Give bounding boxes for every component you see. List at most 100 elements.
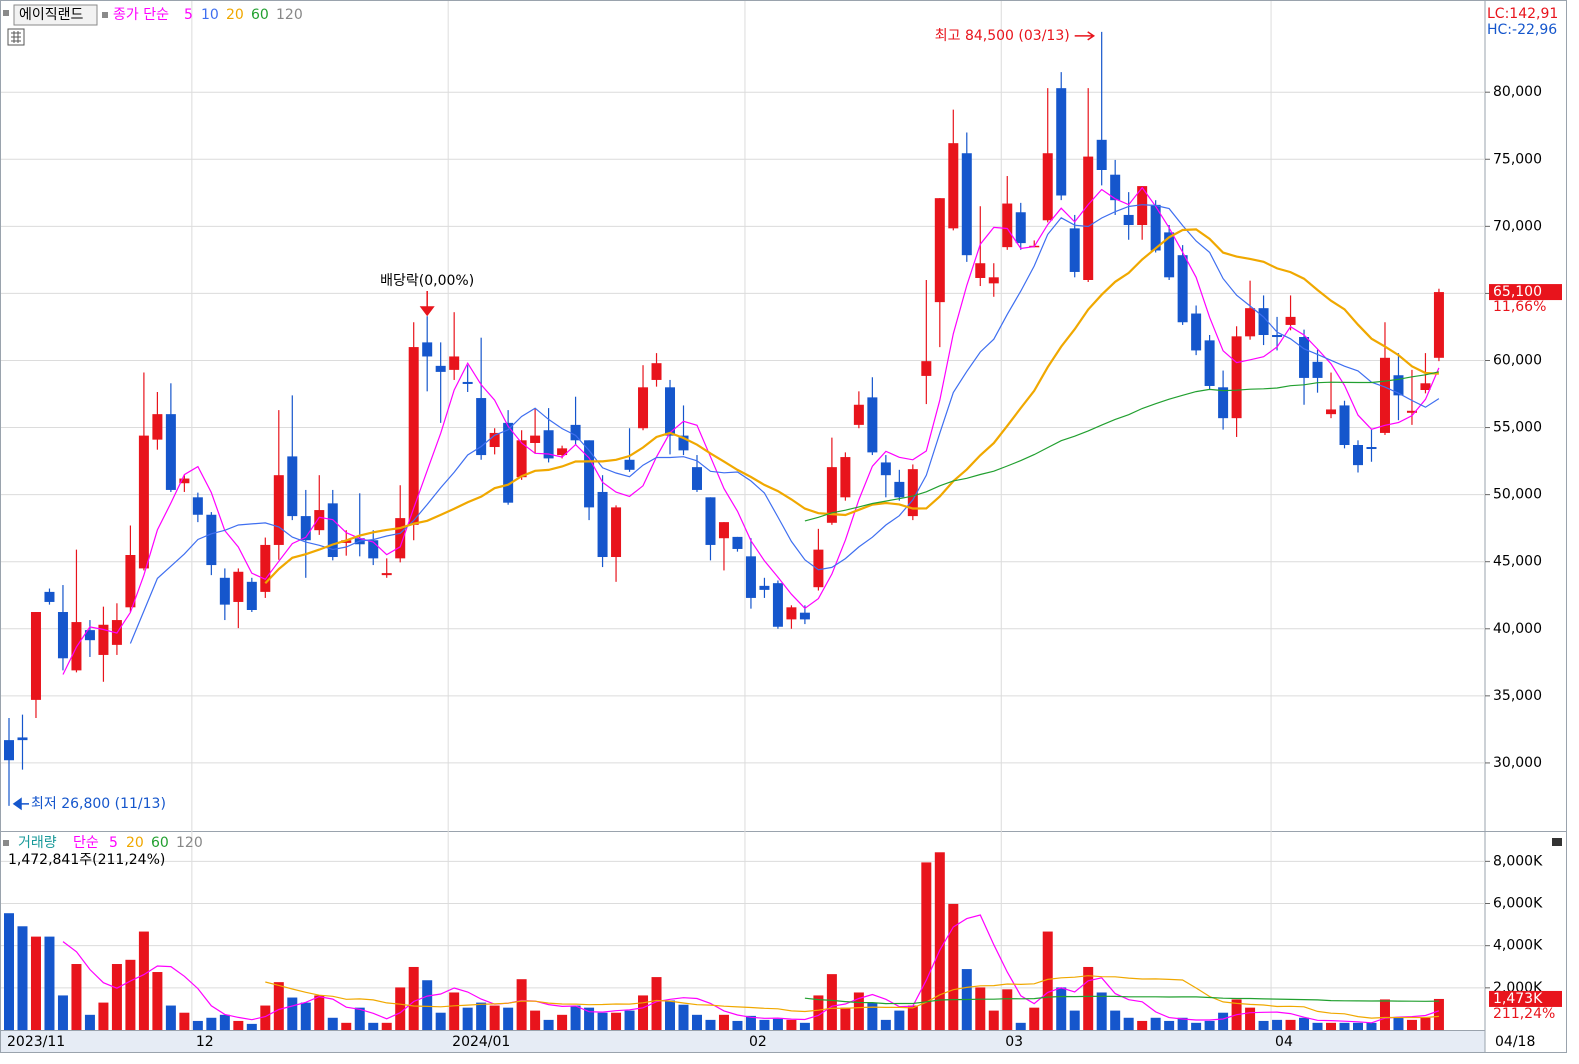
volume-bar	[152, 972, 163, 1030]
candle-body	[1042, 153, 1053, 221]
grid-icon-lines	[11, 31, 21, 43]
candle-body	[570, 424, 581, 441]
volume-bar	[1029, 1007, 1040, 1030]
candle-body	[435, 365, 446, 372]
volume-bar	[732, 1020, 743, 1030]
candle-body	[1177, 255, 1188, 323]
candle-body	[907, 469, 918, 517]
candle-body	[1285, 316, 1296, 325]
y-tick-label: 4,000K	[1493, 938, 1543, 954]
legend-square	[102, 12, 108, 18]
volume-bar	[395, 987, 406, 1030]
volume-bar	[921, 862, 932, 1030]
candle-body	[705, 497, 716, 545]
candle-body	[489, 432, 500, 448]
candle-body	[327, 503, 338, 558]
candle-body	[840, 457, 851, 498]
volume-bar	[138, 931, 149, 1030]
volume-bar	[1326, 1022, 1337, 1030]
volume-bar	[503, 1007, 514, 1030]
volume-bar	[1204, 1020, 1215, 1030]
x-tick-label: 02	[749, 1034, 767, 1050]
volume-bar	[260, 1005, 271, 1030]
moving-average	[62, 186, 1440, 675]
candle-body	[57, 612, 68, 659]
candle-body	[1096, 139, 1107, 170]
low-annotation: 최저 26,800 (11/13)	[31, 796, 166, 812]
y-tick-label: 55,000	[1493, 420, 1542, 436]
candle-body	[624, 459, 635, 470]
volume-bar	[975, 987, 986, 1030]
candle-body	[1258, 308, 1269, 335]
volume-moving-average	[62, 914, 1440, 1024]
candle-body	[745, 556, 756, 598]
candle-body	[975, 263, 986, 278]
candle-body	[584, 440, 595, 508]
legend-item: 5	[184, 7, 193, 23]
candle-body	[1218, 387, 1229, 419]
candle-body	[314, 510, 325, 531]
x-tick-label: 03	[1005, 1034, 1023, 1050]
legend-item: 60	[251, 7, 269, 23]
candle-body	[718, 522, 729, 539]
candle-body	[611, 507, 622, 558]
candle-body	[530, 435, 541, 443]
candle-body	[1150, 204, 1161, 251]
candle-body	[759, 585, 770, 590]
legend-item: 10	[201, 7, 219, 23]
y-tick-label: 40,000	[1493, 621, 1542, 637]
candle-body	[1191, 313, 1202, 351]
candle-body	[1002, 203, 1013, 248]
high-annotation: 최고 84,500 (03/13)	[935, 28, 1070, 44]
candle-body	[880, 462, 891, 476]
volume-bar	[772, 1018, 783, 1030]
candle-body	[273, 475, 284, 545]
volume-bar	[341, 1022, 352, 1030]
candle-body	[867, 397, 878, 453]
y-tick-label: 6,000K	[1493, 896, 1543, 912]
candle-body	[1299, 337, 1310, 378]
volume-bar	[624, 1010, 635, 1030]
legend-square	[3, 10, 9, 16]
candle-body	[516, 440, 527, 478]
y-tick-label: 70,000	[1493, 218, 1542, 234]
stock-name-box[interactable]	[13, 4, 98, 26]
candle-body	[691, 467, 702, 490]
candle-body	[1393, 375, 1404, 396]
volume-bar	[422, 980, 433, 1030]
volume-bar	[651, 977, 662, 1030]
volume-bar	[745, 1015, 756, 1030]
volume-bar	[894, 1010, 905, 1030]
candle-body	[1353, 445, 1363, 466]
legend-item: 20	[226, 7, 244, 23]
legend-item: 60	[151, 835, 169, 851]
volume-bar	[408, 966, 419, 1030]
candle-body	[894, 481, 905, 498]
candle-body	[1245, 308, 1256, 337]
x-end-label: 04/18	[1495, 1034, 1535, 1050]
volume-bar	[934, 852, 945, 1030]
candle-body	[503, 422, 514, 503]
candle-body	[786, 607, 797, 620]
moving-average	[129, 204, 1440, 644]
volume-bar	[17, 926, 28, 1030]
legend-label: 종가 단순	[113, 7, 169, 23]
y-tick-label: 30,000	[1493, 755, 1542, 771]
y-tick-label: 60,000	[1493, 352, 1542, 368]
volume-bar	[111, 964, 122, 1030]
candle-body	[1326, 409, 1337, 415]
pane-icon[interactable]	[1552, 838, 1562, 846]
low-arrow	[12, 797, 29, 811]
volume-bar	[813, 995, 824, 1030]
volume-bar	[840, 1007, 851, 1030]
legend-label: 단순	[73, 835, 99, 851]
candle-body	[665, 387, 676, 436]
volume-bar	[98, 1002, 109, 1030]
candle-body	[246, 581, 257, 610]
candle-body	[1110, 174, 1121, 201]
volume-bar	[192, 1020, 203, 1030]
candle-body	[84, 630, 95, 641]
volume-bar	[988, 1010, 999, 1030]
x-tick-label: 04	[1275, 1034, 1293, 1050]
volume-bar	[1245, 1007, 1256, 1030]
